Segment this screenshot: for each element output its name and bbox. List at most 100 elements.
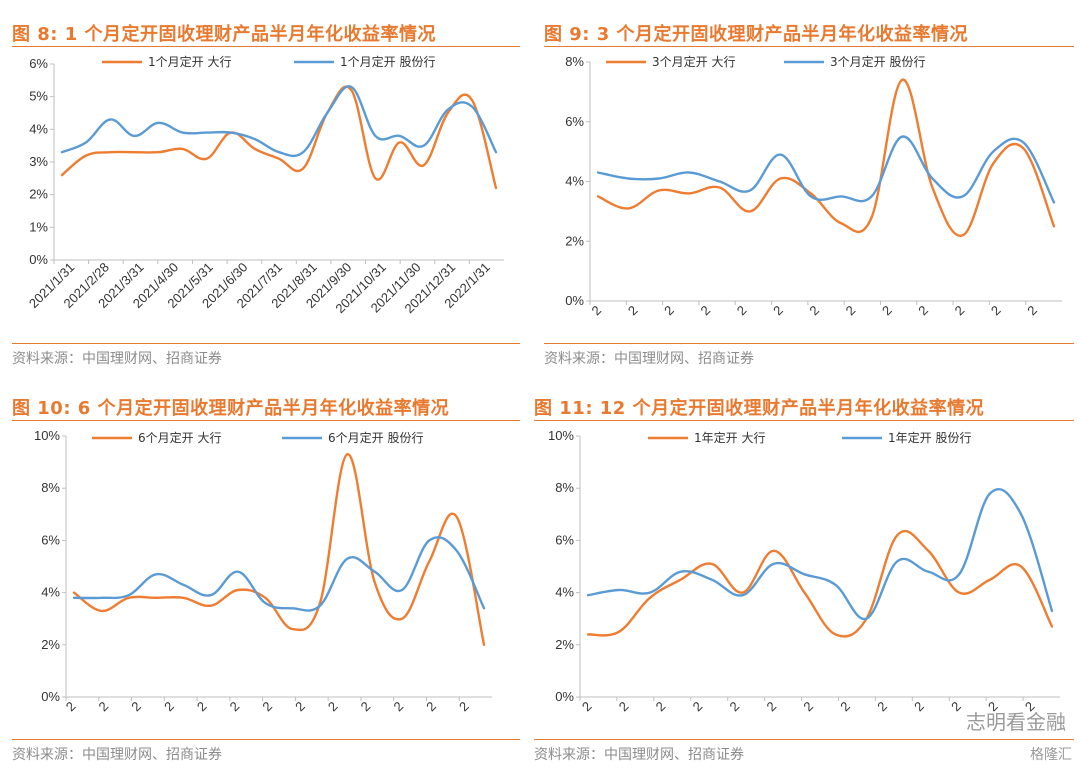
series-line-major-banks xyxy=(72,453,486,646)
y-tick-label: 0% xyxy=(41,689,60,704)
x-tick-label: 2 xyxy=(579,699,595,715)
y-tick-label: 4% xyxy=(29,121,48,136)
series-line-major-banks xyxy=(586,529,1054,638)
watermark: 志明看金融 xyxy=(966,710,1066,734)
y-tick-label: 8% xyxy=(555,480,574,495)
x-tick-label: 2 xyxy=(325,699,341,715)
y-tick-label: 4% xyxy=(41,585,60,600)
x-tick-label: 2 xyxy=(1024,303,1040,319)
title-rule xyxy=(544,46,1074,47)
y-tick-label: 6% xyxy=(555,532,574,547)
x-tick-label: 2 xyxy=(952,303,968,319)
source-note: 资料来源：中国理财网、招商证券 xyxy=(534,747,744,763)
y-tick-label: 2% xyxy=(555,637,574,652)
x-tick-label: 2 xyxy=(227,699,243,715)
y-tick-label: 2% xyxy=(41,637,60,652)
source-rule xyxy=(12,343,520,344)
chart-panel-4: 图 11: 12 个月定开固收理财产品半月年化收益率情况 0% 2% 4% 6% 8% 1… xyxy=(534,394,1076,772)
series-line-major-banks xyxy=(596,78,1056,237)
x-tick-label: 2 xyxy=(625,303,641,319)
x-tick-label: 2 xyxy=(770,303,786,319)
y-tick-label: 1% xyxy=(29,219,48,234)
series-line-joint-stock-banks xyxy=(72,536,486,612)
x-tick-label: 2 xyxy=(911,699,927,715)
y-tick-label: 0% xyxy=(555,689,574,704)
x-tick-label: 2 xyxy=(456,699,472,715)
x-tick-label: 2 xyxy=(390,699,406,715)
x-tick-label: 2 xyxy=(734,303,750,319)
y-tick-label: 8% xyxy=(565,54,584,69)
x-tick-label: 2 xyxy=(843,303,859,319)
source-rule xyxy=(12,739,520,740)
x-tick-label: 2 xyxy=(589,303,605,319)
x-tick-label: 2 xyxy=(194,699,210,715)
legend-label: 6个月定开 大行 xyxy=(138,430,221,445)
x-tick-label: 2 xyxy=(837,699,853,715)
y-tick-label: 0% xyxy=(29,252,48,267)
x-tick-label: 2 xyxy=(661,303,677,319)
source-rule xyxy=(534,739,1074,740)
chart-title: 图 10: 6 个月定开固收理财产品半月年化收益率情况 xyxy=(12,398,450,419)
x-tick-label: 2 xyxy=(161,699,177,715)
watermark-sub: 格隆汇 xyxy=(1030,747,1072,763)
series-line-major-banks xyxy=(60,85,498,190)
y-tick-label: 4% xyxy=(555,585,574,600)
chart-panel-1: 图 8: 1 个月定开固收理财产品半月年化收益率情况 0% 1% 2% 3% 4% 5% 6… xyxy=(12,20,524,370)
y-tick-label: 6% xyxy=(41,532,60,547)
x-tick-label: 2 xyxy=(879,303,895,319)
y-tick-label: 10% xyxy=(548,428,574,443)
source-note: 资料来源：中国理财网、招商证券 xyxy=(12,747,222,763)
legend-label: 1个月定开 股份行 xyxy=(340,54,435,69)
x-tick-label: 2 xyxy=(690,699,706,715)
y-tick-label: 0% xyxy=(565,293,584,308)
legend-label: 1年定开 股份行 xyxy=(888,430,971,445)
x-tick-label: 2 xyxy=(423,699,439,715)
chart-panel-3: 图 10: 6 个月定开固收理财产品半月年化收益率情况 0% 2% 4% 6% 8% 10… xyxy=(12,394,524,772)
x-tick-label: 2 xyxy=(259,699,275,715)
y-tick-label: 6% xyxy=(29,56,48,71)
y-tick-label: 5% xyxy=(29,89,48,104)
x-tick-label: 2 xyxy=(727,699,743,715)
legend-label: 3个月定开 股份行 xyxy=(830,54,925,69)
y-tick-label: 8% xyxy=(41,480,60,495)
x-tick-label: 2 xyxy=(874,699,890,715)
y-tick-label: 2% xyxy=(565,233,584,248)
y-tick-label: 3% xyxy=(29,154,48,169)
x-tick-label: 2 xyxy=(616,699,632,715)
y-tick-label: 4% xyxy=(565,174,584,189)
x-tick-label: 2 xyxy=(292,699,308,715)
x-tick-label: 2 xyxy=(128,699,144,715)
series-line-joint-stock-banks xyxy=(586,487,1054,620)
chart-panel-2: 图 9: 3 个月定开固收理财产品半月年化收益率情况 0% 2% 4% 6% 8% 2 2 2… xyxy=(544,20,1076,370)
x-tick-label: 2 xyxy=(63,699,79,715)
title-rule xyxy=(12,420,520,421)
y-tick-label: 2% xyxy=(29,187,48,202)
series-line-joint-stock-banks xyxy=(596,135,1056,204)
x-tick-label: 2 xyxy=(96,699,112,715)
legend-label: 3个月定开 大行 xyxy=(652,54,735,69)
title-rule xyxy=(534,420,1074,421)
line-chart-1m: 0%1%2%3%4%5%6%2021/1/312021/2/282021/3/3… xyxy=(26,54,504,316)
x-tick-label: 2 xyxy=(915,303,931,319)
legend-label: 1年定开 大行 xyxy=(694,430,765,445)
x-tick-label: 2 xyxy=(800,699,816,715)
x-tick-label: 2 xyxy=(697,303,713,319)
x-tick-label: 2 xyxy=(653,699,669,715)
y-tick-label: 10% xyxy=(34,428,60,443)
source-note: 资料来源：中国理财网、招商证券 xyxy=(544,351,754,367)
legend-label: 6个月定开 股份行 xyxy=(328,430,423,445)
y-tick-label: 6% xyxy=(565,114,584,129)
x-tick-label: 2 xyxy=(988,303,1004,319)
x-tick-label: 2 xyxy=(358,699,374,715)
source-note: 资料来源：中国理财网、招商证券 xyxy=(12,351,222,367)
source-rule xyxy=(544,343,1074,344)
legend-label: 1个月定开 大行 xyxy=(148,54,231,69)
chart-title: 图 8: 1 个月定开固收理财产品半月年化收益率情况 xyxy=(12,24,437,45)
chart-title: 图 9: 3 个月定开固收理财产品半月年化收益率情况 xyxy=(544,24,969,45)
x-tick-label: 2 xyxy=(806,303,822,319)
line-chart-3m: 0% 2% 4% 6% 8% 2 2 2 2 2 2 2 2 2 2 2 2 2 3个月定开 大行 3个月定开 股份行 xyxy=(565,54,1062,319)
x-tick-label: 2 xyxy=(763,699,779,715)
title-rule xyxy=(12,46,520,47)
